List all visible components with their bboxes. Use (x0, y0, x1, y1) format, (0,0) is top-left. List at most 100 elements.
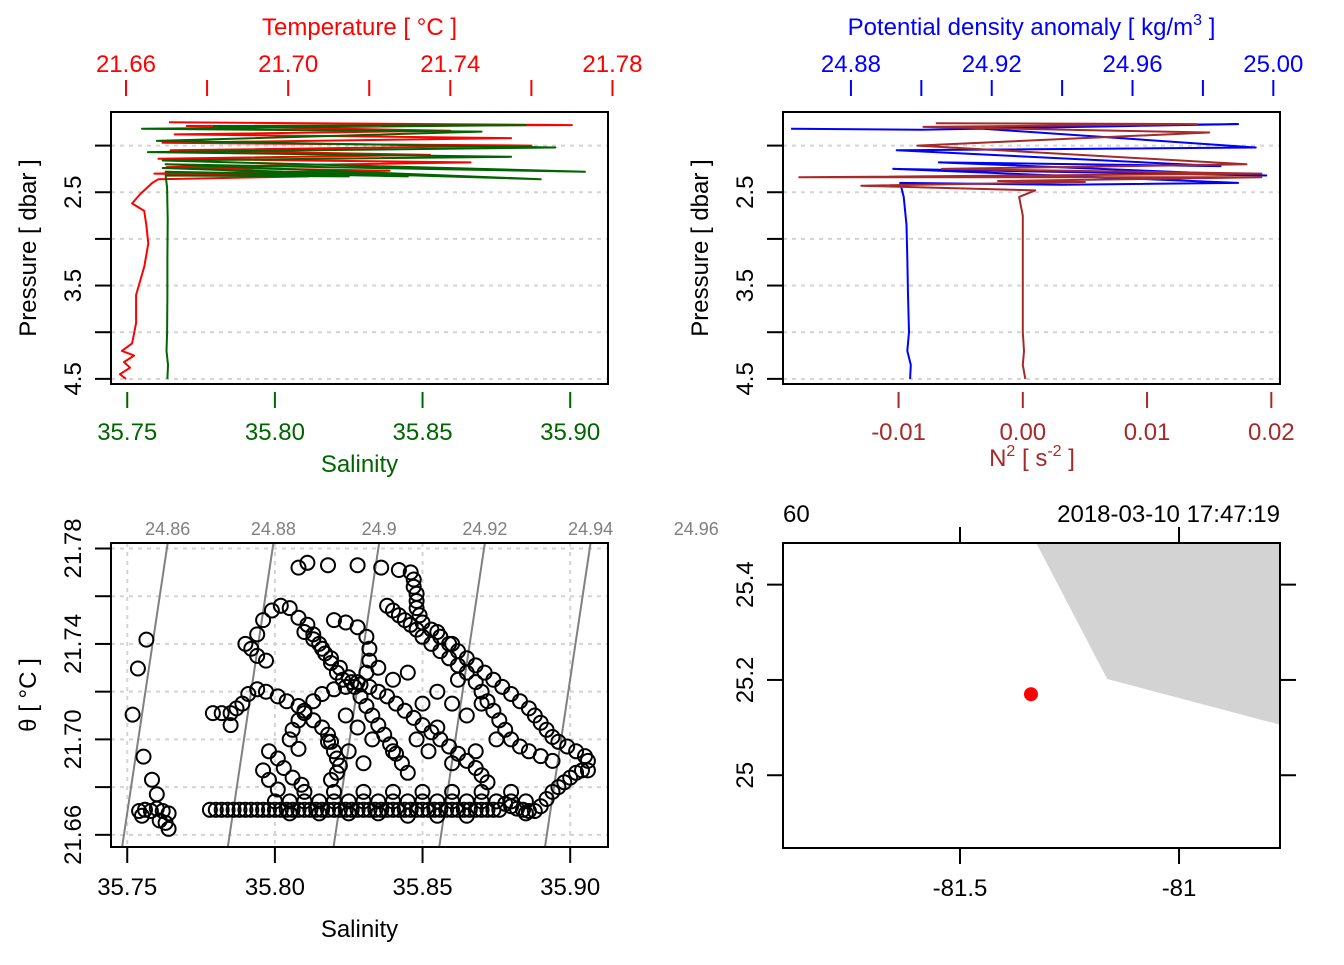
data-point (237, 801, 254, 818)
data-point (512, 738, 528, 755)
data-point (326, 681, 342, 698)
tick-label: 24.88 (821, 51, 881, 78)
data-point (290, 740, 307, 757)
data-point (450, 657, 466, 674)
y-axis-title: Pressure [ dbar ] (687, 159, 714, 336)
data-point (370, 659, 387, 676)
tick-label: 35.75 (97, 874, 157, 901)
data-point (261, 743, 277, 760)
data-point (444, 755, 461, 772)
tick-label: 24.92 (962, 51, 1022, 78)
data-point (148, 786, 165, 803)
isopycnal-line (543, 543, 592, 847)
data-point (515, 801, 531, 818)
data-point (296, 702, 313, 719)
data-point (385, 743, 401, 760)
x-axis-title: Salinity (321, 916, 398, 943)
tick-label: 21.74 (420, 51, 480, 78)
bottom-axis-title-superscript-2: -2 (1047, 443, 1061, 460)
tick-label: 0.02 (1248, 419, 1295, 446)
data-point (414, 695, 431, 712)
data-point (467, 657, 484, 674)
data-point (408, 731, 425, 748)
isopycnal-label: 24.92 (462, 519, 507, 539)
data-point (429, 807, 446, 824)
data-point (429, 624, 446, 640)
isopycnal-line (332, 543, 381, 847)
tick-label: 21.70 (258, 51, 318, 78)
data-point (320, 726, 336, 743)
grid (111, 144, 608, 380)
panel-ts-diagram: 35.75 35.80 35.85 35.90 21.66 21.70 21.74 21.7… (15, 518, 719, 943)
data-point (458, 807, 475, 824)
left-axis: 2.5 3.5 4.5 (732, 144, 783, 396)
data-point (441, 650, 458, 667)
data-point (337, 614, 354, 631)
data-point (429, 793, 446, 810)
tick-label: 2.5 (732, 176, 759, 209)
data-point (355, 755, 372, 772)
tick-label: 3.5 (732, 269, 759, 302)
isopycnal-label: 24.94 (568, 519, 613, 539)
data-point (458, 707, 475, 724)
data-point (296, 801, 313, 818)
data-point (207, 801, 224, 818)
data-point (249, 801, 266, 818)
data-point (485, 671, 502, 688)
isopycnal-label: 24.9 (362, 519, 397, 539)
data-point (444, 695, 461, 712)
data-point (488, 731, 505, 748)
data-point (340, 743, 357, 760)
series-line-temperature (118, 121, 573, 380)
data-point (390, 562, 407, 578)
data-point (225, 801, 242, 818)
tick-label: 35.85 (393, 419, 453, 446)
plot-frame (782, 111, 1281, 385)
data-point (550, 733, 567, 750)
data-point (512, 693, 528, 710)
data-point (138, 631, 155, 648)
data-point (429, 683, 446, 700)
panel-station-map: -81.5 -81 25 25.2 25.4 60 2018-03-10 17:47:… (732, 501, 1296, 902)
data-point (124, 706, 141, 723)
bottom-axis-title: Salinity (321, 451, 398, 478)
data-point (349, 557, 366, 574)
bottom-axis: -0.01 0.00 0.01 0.02 (871, 392, 1295, 446)
data-point (373, 801, 390, 818)
left-axis: 2.5 3.5 4.5 (60, 144, 111, 396)
tick-label: 35.90 (540, 419, 600, 446)
tick-label: 4.5 (60, 362, 87, 395)
data-point (559, 738, 576, 755)
isopycnal-line (121, 543, 169, 847)
tick-label: 2.5 (60, 176, 87, 209)
data-point (243, 801, 260, 818)
isopycnal-label: 24.96 (674, 519, 719, 539)
tick-label: 21.66 (60, 805, 87, 865)
land-group (1036, 543, 1280, 725)
bottom-axis-title: N2 [ s-2 ] (989, 443, 1075, 472)
tick-label: 35.80 (245, 419, 305, 446)
data-point (213, 801, 230, 818)
bottom-axis-title-text: N (989, 445, 1006, 472)
data-point (399, 764, 416, 781)
tick-label: 35.75 (97, 419, 157, 446)
top-axis-title-superscript: 3 (1193, 12, 1202, 29)
data-point (388, 695, 404, 712)
data-point (544, 752, 561, 769)
tick-label: 35.90 (540, 874, 600, 901)
data-point (314, 640, 331, 657)
grid (783, 144, 1280, 380)
data-point (255, 801, 272, 818)
data-point (355, 783, 372, 800)
bottom-axis-title-end: ] (1062, 445, 1075, 472)
isopycnal-line (226, 543, 275, 847)
data-point (450, 671, 466, 688)
data-point (222, 717, 239, 734)
tick-label: 21.78 (582, 51, 642, 78)
data-point (249, 626, 266, 643)
data-point (473, 695, 490, 712)
data-point (385, 801, 401, 818)
bottom-axis: 35.75 35.80 35.85 35.90 (97, 392, 600, 446)
